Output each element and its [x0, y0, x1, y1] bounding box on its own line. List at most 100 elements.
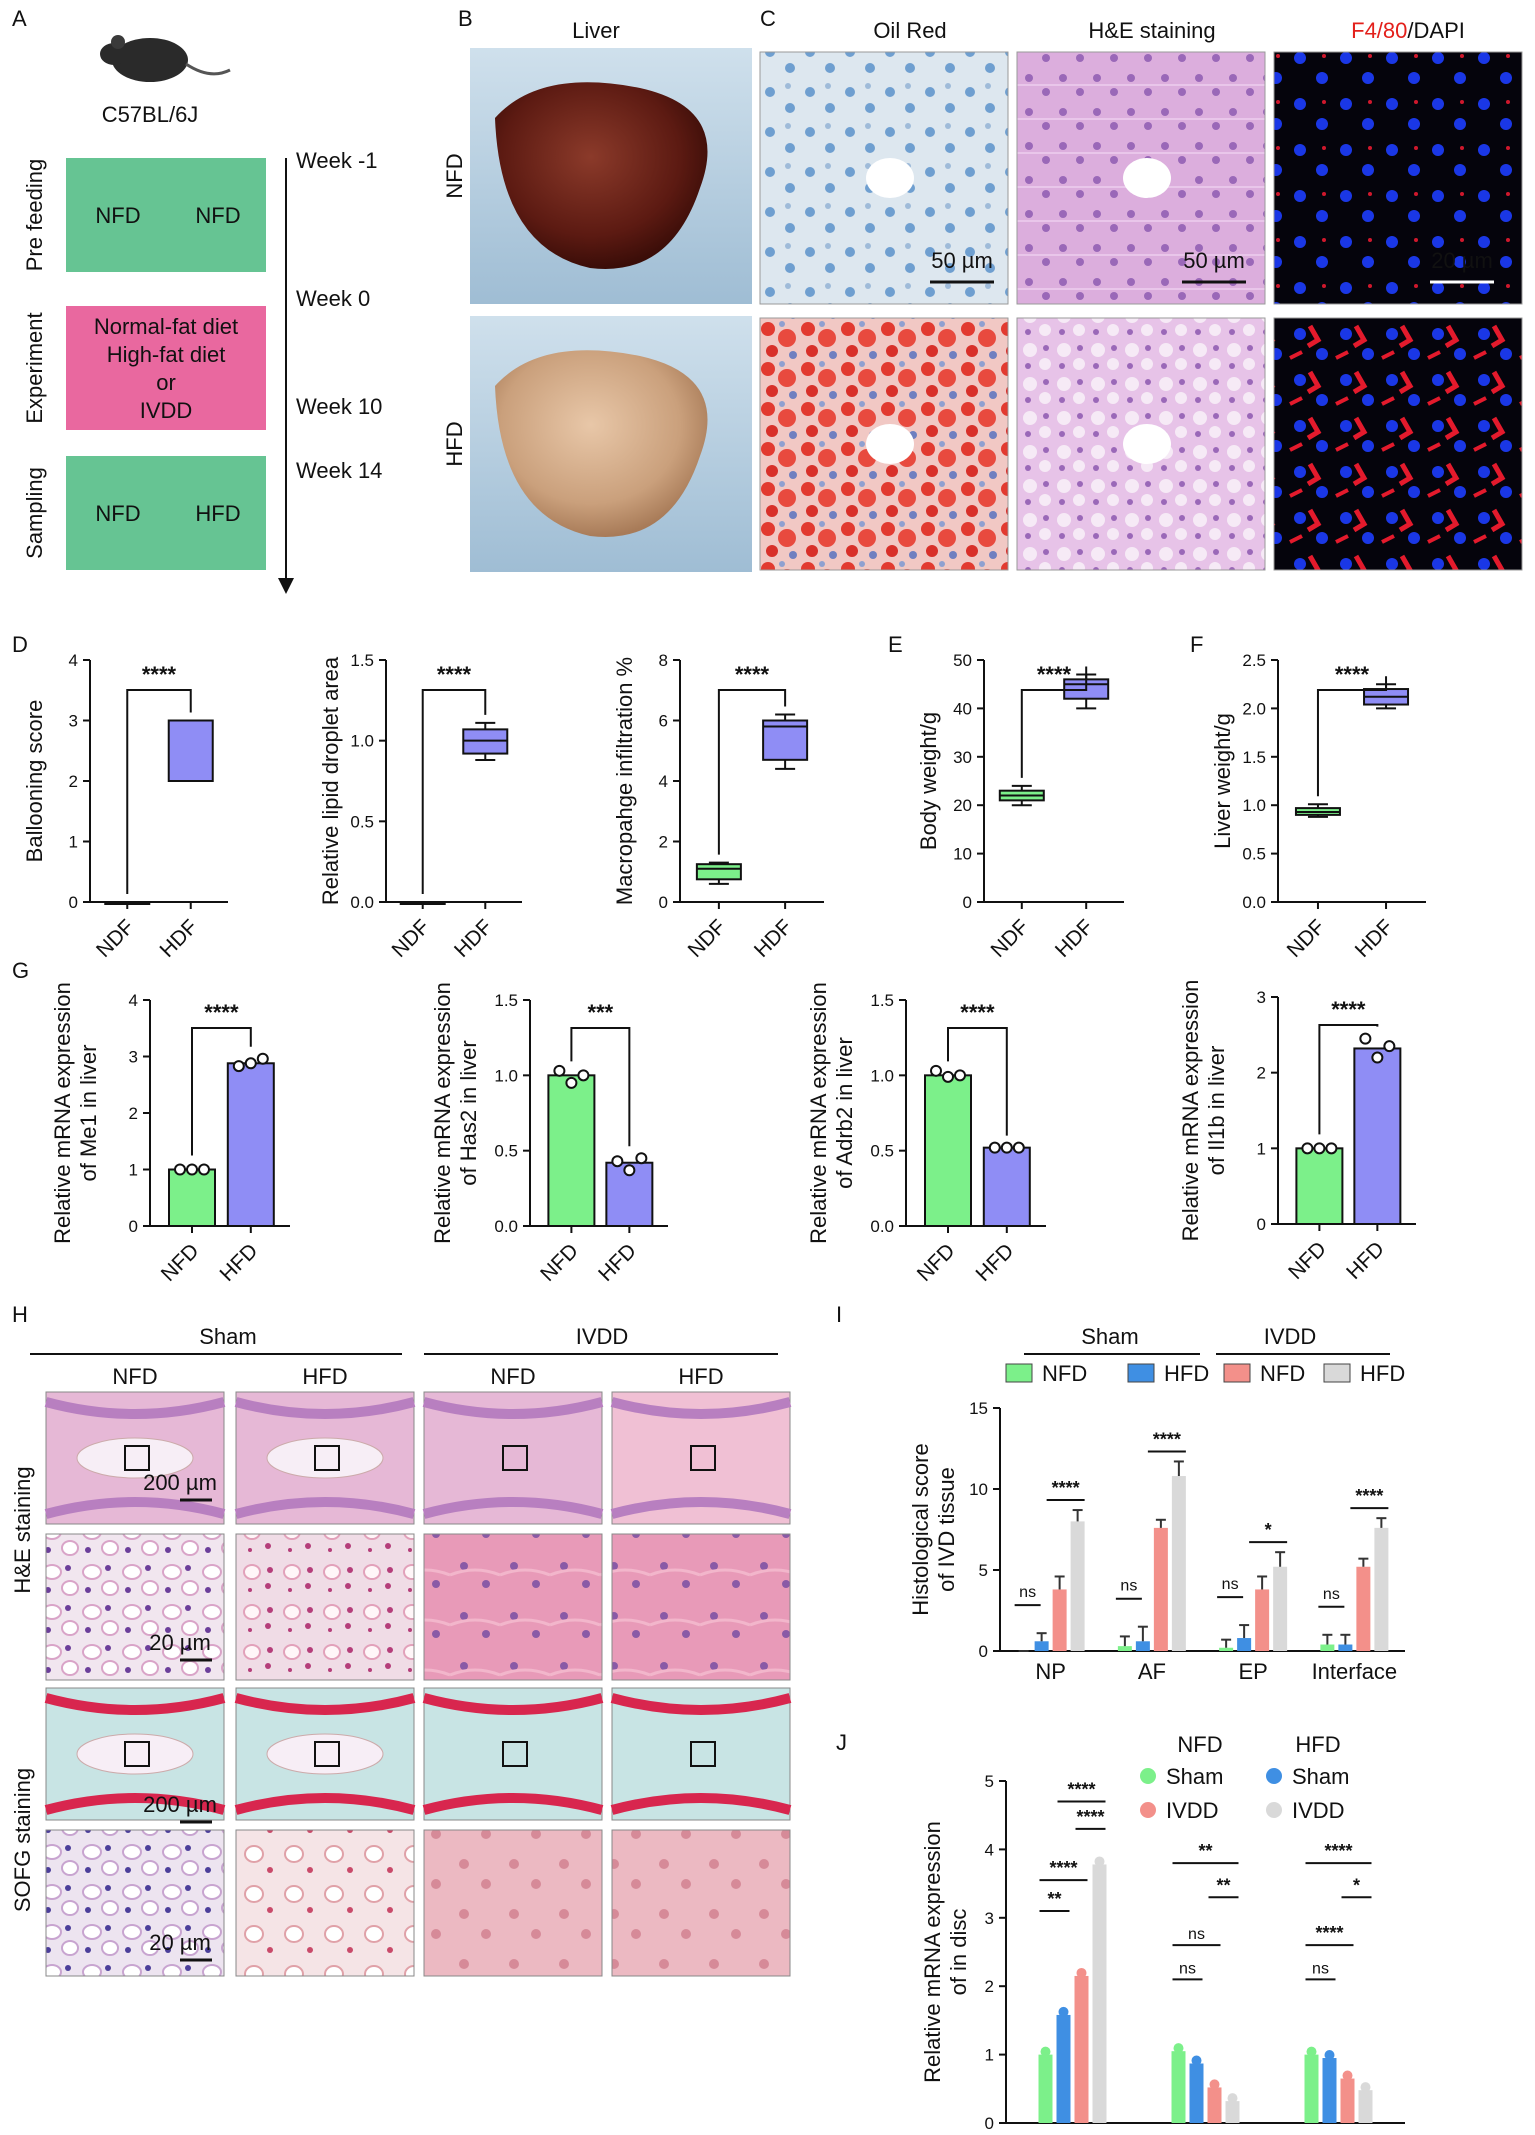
- y-axis-label-2: of Il1b in liver: [1204, 1046, 1229, 1176]
- diet-box-2: [66, 456, 266, 570]
- legend-col-0: NFD: [1177, 1732, 1222, 1757]
- data-point: [930, 1064, 942, 1077]
- y-axis-label-2: of Has2 in liver: [456, 1040, 481, 1186]
- y-tick-label: 3: [985, 1909, 994, 1928]
- bar: [1034, 1641, 1049, 1651]
- legend-swatch-2: [1223, 1363, 1251, 1383]
- timeline-label-1: Week 0: [296, 286, 370, 311]
- data-point: [611, 1155, 624, 1168]
- zoom-box-2-2: [502, 1741, 528, 1767]
- significance-label: ****: [1331, 997, 1366, 1022]
- x-tick-label: AF: [1138, 1659, 1166, 1684]
- legend-marker-0: [1140, 1768, 1156, 1784]
- endplate-bottom-2-1: [234, 1793, 416, 1815]
- legend-swatch-0: [1005, 1363, 1033, 1383]
- panel-letter-j: J: [836, 1730, 847, 1755]
- x-tick-label: NFD: [913, 1239, 960, 1286]
- data-point: [1012, 1141, 1025, 1154]
- sig-label: ****: [1315, 1923, 1343, 1943]
- diet-label-2-b: HFD: [195, 501, 240, 526]
- disc-image-3-0: [45, 1829, 225, 1977]
- y-tick-label: 0.5: [870, 1142, 894, 1161]
- panel-letter-g: G: [12, 958, 29, 983]
- sig-label: **: [1047, 1889, 1061, 1909]
- legend-col-1: HFD: [1295, 1732, 1340, 1757]
- zoom-box-0-3: [690, 1445, 716, 1471]
- h-col-label-0: NFD: [112, 1364, 157, 1389]
- sig-label: ****: [1355, 1486, 1383, 1506]
- y-tick-label: 4: [129, 991, 138, 1010]
- bar: [1356, 1566, 1371, 1651]
- bar: [1374, 1527, 1389, 1651]
- y-tick-label: 0: [129, 1217, 138, 1236]
- legend-swatch-1: [1127, 1363, 1155, 1383]
- data-point: [186, 1163, 198, 1176]
- bar: [1338, 1644, 1353, 1651]
- x-tick-label: HFD: [1342, 1237, 1389, 1284]
- significance-bracket: [717, 689, 787, 855]
- y-tick-label: 0.0: [1242, 893, 1266, 912]
- bar: [1189, 2063, 1204, 2123]
- disc-image-1-3: [611, 1533, 791, 1681]
- significance-label: ****: [204, 1000, 239, 1025]
- y-tick-label: 2: [659, 833, 668, 852]
- endplate-bottom-2-3: [610, 1793, 792, 1815]
- bar: [1153, 1527, 1168, 1651]
- x-tick-label: HFD: [972, 1239, 1019, 1286]
- y-tick-label: 2: [129, 1104, 138, 1123]
- x-tick-label: HDF: [1051, 915, 1098, 962]
- significance-bracket: [1020, 666, 1088, 778]
- y-tick-label: 1: [129, 1161, 138, 1180]
- bar: [1038, 2054, 1053, 2123]
- h-group-label-1: IVDD: [576, 1324, 629, 1349]
- y-tick-label: 1: [985, 2046, 994, 2065]
- y-axis-label: Relative mRNA expression: [1178, 980, 1203, 1242]
- y-axis-label: Relative mRNA expression: [430, 982, 455, 1244]
- y-tick-label: 0.5: [1242, 845, 1266, 864]
- scale-label-c-1: 50 µm: [1183, 248, 1245, 273]
- strain-label: C57BL/6J: [102, 102, 199, 127]
- liver-title: Liver: [572, 18, 620, 43]
- bar: [924, 1074, 972, 1228]
- nucleus-pulposus-0-0: [76, 1437, 194, 1479]
- disc-image-3-2: [423, 1829, 603, 1977]
- sig-label: ****: [1049, 1858, 1077, 1878]
- sig-label-ns: ns: [1323, 1586, 1340, 1603]
- x-tick-label: NDF: [92, 915, 139, 962]
- mouse-tail-icon: [185, 62, 231, 76]
- y-axis-label: Liver weight/g: [1210, 713, 1235, 849]
- y-tick-label: 2: [69, 772, 78, 791]
- y-tick-label: 2: [1257, 1064, 1266, 1083]
- y-tick-label: 0: [979, 1642, 988, 1661]
- y-tick-label: 1.5: [494, 991, 518, 1010]
- bar: [168, 1168, 216, 1227]
- disc-image-3-3: [611, 1829, 791, 1977]
- y-tick-label: 5: [979, 1561, 988, 1580]
- scale-label-h-1: 20 µm: [149, 1630, 211, 1655]
- sig-label-ns: ns: [1120, 1578, 1137, 1595]
- x-tick-label: NDF: [684, 915, 731, 962]
- bar: [1295, 1147, 1344, 1226]
- timeline-arrow-icon: [278, 578, 294, 594]
- zoom-box-2-3: [690, 1741, 716, 1767]
- h-col-label-3: HFD: [678, 1364, 723, 1389]
- mouse-body-icon: [112, 38, 188, 82]
- data-point: [1325, 1142, 1338, 1155]
- legend-group-0: Sham: [1081, 1324, 1138, 1349]
- data-point: [1301, 1142, 1314, 1155]
- endplate-top-2-3: [610, 1693, 792, 1715]
- y-tick-label: 10: [953, 845, 972, 864]
- legend-label-0: NFD: [1042, 1361, 1087, 1386]
- data-point: [565, 1076, 578, 1089]
- scale-label-h-2: 200 µm: [143, 1792, 217, 1817]
- significance-bracket: [1318, 1024, 1379, 1135]
- data-point: [1342, 2070, 1353, 2081]
- x-tick-label: EP: [1238, 1659, 1267, 1684]
- y-tick-label: 0.5: [494, 1142, 518, 1161]
- bar: [982, 1146, 1031, 1227]
- bar: [1135, 1641, 1150, 1651]
- data-point: [635, 1152, 648, 1165]
- bar: [1056, 2014, 1071, 2123]
- bar: [1237, 1638, 1252, 1651]
- micrograph-0-2: [1273, 51, 1523, 305]
